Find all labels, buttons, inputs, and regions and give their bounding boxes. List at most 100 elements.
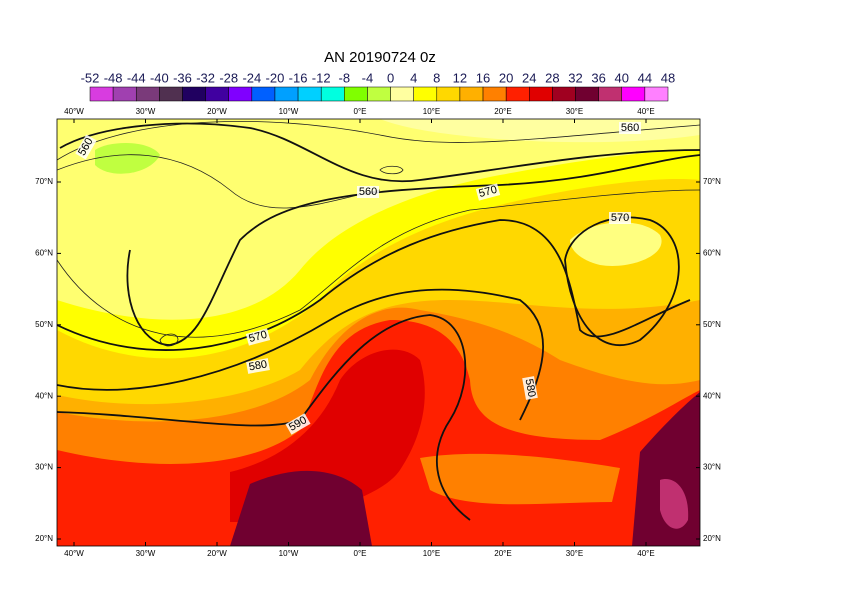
lat-label: 40°N bbox=[35, 391, 53, 400]
contour-label-bg bbox=[75, 134, 97, 160]
title: AN 20190724 0z bbox=[324, 49, 436, 66]
contour-label: 580 bbox=[522, 376, 538, 400]
colorbar-box bbox=[320, 86, 345, 102]
lat-label: 70°N bbox=[703, 177, 721, 186]
map-frame bbox=[56, 118, 701, 547]
colorbar-box bbox=[228, 86, 253, 102]
lat-label: 20°N bbox=[703, 534, 721, 543]
lon-label: 30°W bbox=[136, 549, 156, 558]
lon-label: 30°E bbox=[566, 107, 583, 116]
colorbar-box bbox=[621, 86, 646, 102]
colorbar-box bbox=[552, 86, 576, 102]
contour-label: 580 bbox=[246, 358, 270, 374]
lon-label: 40°W bbox=[64, 107, 84, 116]
contour-label-text: 560 bbox=[621, 122, 639, 134]
colorbar-label: 0 bbox=[387, 70, 394, 85]
colorbar-label: -52 bbox=[81, 70, 100, 85]
lon-label: 30°E bbox=[566, 549, 583, 558]
colorbar-label: 8 bbox=[433, 70, 440, 85]
colorbar-box bbox=[436, 86, 461, 102]
colorbar-label: 12 bbox=[453, 70, 467, 85]
colorbar-label: 40 bbox=[615, 70, 629, 85]
colorbar-box bbox=[413, 86, 438, 102]
colorbar-label: 28 bbox=[545, 70, 559, 85]
lon-label: 10°W bbox=[279, 549, 299, 558]
colorbar-box bbox=[482, 86, 507, 102]
colorbar-label: -40 bbox=[150, 70, 169, 85]
colorbar-label: -24 bbox=[242, 70, 261, 85]
lon-label: 40°W bbox=[64, 549, 84, 558]
colorbar-box bbox=[205, 86, 229, 102]
contour-label-bg bbox=[285, 413, 311, 435]
contour-label-text: 570 bbox=[611, 212, 629, 224]
contour-label-text: 580 bbox=[523, 378, 538, 398]
contour-label-text: 580 bbox=[248, 358, 268, 373]
lon-label: 20°W bbox=[207, 549, 227, 558]
lat-label: 60°N bbox=[703, 249, 721, 258]
colorbar-label: -4 bbox=[362, 70, 374, 85]
colorbar-box bbox=[297, 86, 322, 102]
colorbar-label: -16 bbox=[289, 70, 308, 85]
colorbar-label: 16 bbox=[476, 70, 490, 85]
lon-label: 30°W bbox=[136, 107, 156, 116]
contour-label-text: 560 bbox=[359, 186, 377, 198]
map-axes: 40°W 40°W 30°W 30°W 20°W 20°W 10°W 10°W 0°E 0°E 10… bbox=[35, 107, 721, 558]
colorbar-label: 24 bbox=[522, 70, 536, 85]
lon-label: 40°E bbox=[637, 107, 654, 116]
colorbar-label: -48 bbox=[104, 70, 123, 85]
contour-label-bg bbox=[619, 122, 641, 134]
colorbar-label: -32 bbox=[196, 70, 215, 85]
lat-label: 70°N bbox=[35, 177, 53, 186]
contour-label-bg bbox=[357, 186, 379, 198]
colorbar-label: 44 bbox=[638, 70, 652, 85]
colorbar-box bbox=[644, 86, 669, 102]
colorbar-label: -44 bbox=[127, 70, 146, 85]
colorbar-box bbox=[390, 86, 414, 102]
lon-label: 40°E bbox=[637, 549, 654, 558]
contour-label-bg bbox=[246, 358, 270, 374]
lon-label: 10°W bbox=[279, 107, 299, 116]
colorbar-box bbox=[274, 86, 299, 102]
lat-label: 40°N bbox=[703, 391, 721, 400]
contour-label-text: 570 bbox=[248, 329, 269, 345]
colorbar-box bbox=[459, 86, 484, 102]
contour-label: 570 bbox=[245, 328, 271, 346]
colorbar: -52 -48 -44 -40 -36 -32 -28 -24 -20 -16 -12 -8 -4 0 4 8… bbox=[81, 70, 675, 102]
colorbar-box bbox=[344, 86, 368, 102]
colorbar-box bbox=[529, 86, 553, 102]
colorbar-label: 20 bbox=[499, 70, 513, 85]
lon-label: 20°E bbox=[494, 549, 511, 558]
lat-label: 20°N bbox=[35, 534, 53, 543]
lat-label: 50°N bbox=[35, 320, 53, 329]
contour-label-bg bbox=[245, 328, 271, 346]
colorbar-box bbox=[135, 86, 160, 102]
colorbar-box bbox=[182, 86, 206, 102]
colorbar-box bbox=[89, 86, 114, 102]
lat-label: 30°N bbox=[35, 463, 53, 472]
contour-label-bg bbox=[609, 212, 631, 224]
colorbar-label: -8 bbox=[339, 70, 351, 85]
colorbar-label: -28 bbox=[219, 70, 238, 85]
colorbar-box bbox=[598, 86, 623, 102]
colorbar-label: -20 bbox=[266, 70, 285, 85]
colorbar-label: -36 bbox=[173, 70, 192, 85]
colorbar-label: 36 bbox=[591, 70, 605, 85]
contour-label: 560 bbox=[619, 122, 641, 134]
lat-label: 50°N bbox=[703, 320, 721, 329]
lon-label: 20°W bbox=[207, 107, 227, 116]
contour-label: 570 bbox=[609, 212, 631, 224]
contour-label-bg bbox=[522, 376, 538, 400]
colorbar-box bbox=[575, 86, 599, 102]
lon-label: 0°E bbox=[354, 107, 367, 116]
colorbar-label: 4 bbox=[410, 70, 417, 85]
colorbar-label: 48 bbox=[661, 70, 675, 85]
lat-label: 30°N bbox=[703, 463, 721, 472]
colorbar-box bbox=[367, 86, 391, 102]
colorbar-box bbox=[159, 86, 183, 102]
lon-label: 0°E bbox=[354, 549, 367, 558]
contour-label-bg bbox=[475, 183, 501, 201]
contour-label: 560 bbox=[357, 186, 379, 198]
colorbar-box bbox=[505, 86, 530, 102]
